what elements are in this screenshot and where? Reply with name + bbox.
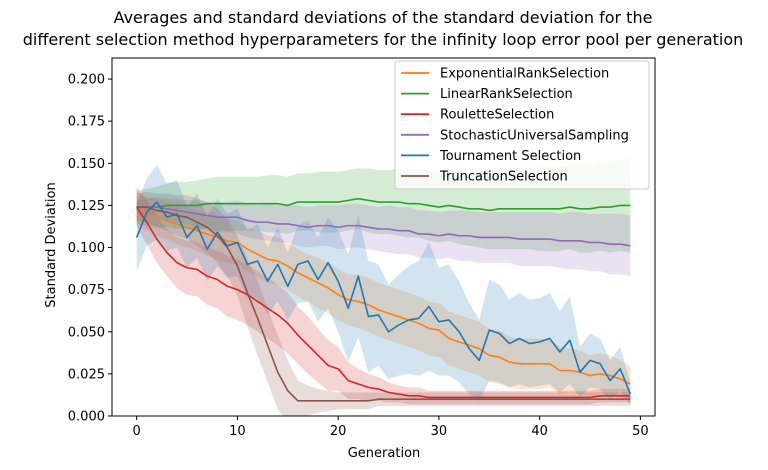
std-band-5 (136, 191, 631, 416)
x-axis-label: Generation (348, 446, 421, 461)
std-band-0 (136, 191, 631, 403)
std-band-2 (136, 186, 631, 405)
legend-label: StochasticUniversalSampling (440, 128, 629, 143)
x-tick-label: 0 (133, 424, 141, 439)
y-axis-ticks: 0.000 0.025 0.050 0.075 0.100 0.125 0.150 0.175… (68, 73, 112, 425)
x-axis-ticks: 0 10 20 30 40 50 (133, 416, 649, 439)
series-line-2 (136, 206, 631, 399)
legend-label: LinearRankSelection (440, 87, 573, 102)
y-tick-label: 0.000 (68, 410, 105, 425)
y-tick-label: 0.150 (68, 157, 105, 172)
plot-area-frame (111, 57, 656, 417)
y-tick-label: 0.175 (68, 115, 105, 130)
y-tick-label: 0.200 (68, 73, 105, 88)
legend-label: Tournament Selection (439, 149, 581, 164)
std-bands (136, 158, 631, 416)
x-tick-label: 20 (330, 424, 347, 439)
chart-title-line-2: different selection method hyperparamete… (23, 30, 744, 49)
std-band-4 (136, 164, 631, 406)
x-tick-label: 10 (229, 424, 246, 439)
legend-label: ExponentialRankSelection (440, 67, 609, 82)
std-band-3 (136, 196, 631, 277)
series-line-1 (136, 197, 631, 212)
legend-box (394, 60, 650, 190)
series-line-5 (136, 206, 631, 402)
y-tick-label: 0.100 (68, 241, 105, 256)
series-line-4 (135, 201, 632, 395)
y-tick-label: 0.025 (68, 367, 105, 382)
series-line-3 (136, 206, 631, 247)
y-tick-label: 0.125 (68, 199, 105, 214)
series-lines (135, 197, 632, 402)
chart-title-line-1: Averages and standard deviations of the … (114, 8, 653, 27)
legend-label: RouletteSelection (440, 108, 554, 123)
y-tick-label: 0.050 (68, 325, 105, 340)
y-tick-label: 0.075 (68, 283, 105, 298)
y-axis-label: Standard Deviation (44, 182, 59, 307)
x-tick-label: 50 (632, 424, 649, 439)
x-tick-label: 40 (531, 424, 548, 439)
legend: ExponentialRankSelection LinearRankSelect… (394, 60, 650, 190)
legend-label: TruncationSelection (439, 170, 568, 185)
x-tick-label: 30 (431, 424, 448, 439)
